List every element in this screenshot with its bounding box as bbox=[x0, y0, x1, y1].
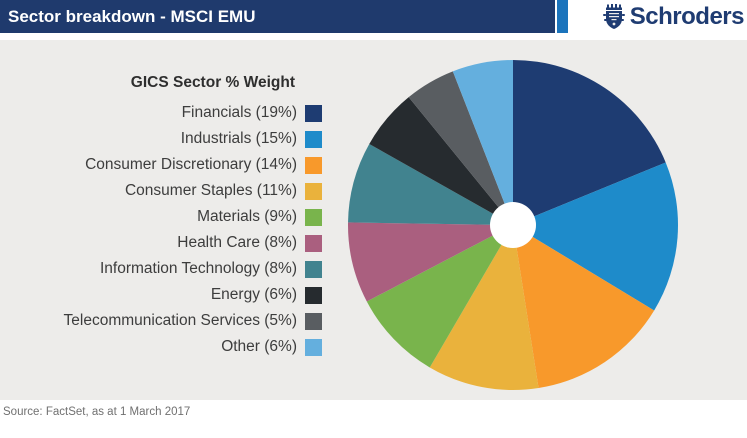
legend-title-row: GICS Sector % Weight bbox=[0, 70, 322, 96]
legend-label: Information Technology (8%) bbox=[99, 260, 297, 277]
legend-item-energy: Energy (6%) bbox=[0, 282, 322, 308]
pie-slice-energy bbox=[369, 97, 513, 225]
legend-label: Materials (9%) bbox=[197, 208, 297, 225]
legend-swatch-other bbox=[305, 338, 322, 356]
legend-swatch-financials bbox=[305, 104, 322, 122]
page-title: Sector breakdown - MSCI EMU bbox=[8, 7, 256, 26]
legend-swatch-information-technology bbox=[305, 260, 322, 278]
pie-slice-industrials bbox=[513, 162, 678, 311]
legend-item-industrials: Industrials (15%) bbox=[0, 126, 322, 152]
legend-item-health-care: Health Care (8%) bbox=[0, 230, 322, 256]
pie-legend: GICS Sector % Weight Financials (19%) Ind… bbox=[0, 70, 322, 360]
legend-item-materials: Materials (9%) bbox=[0, 204, 322, 230]
pie-slice-information-technology bbox=[348, 143, 513, 225]
legend-swatch-consumer-discretionary bbox=[305, 156, 322, 174]
legend-swatch-industrials bbox=[305, 130, 322, 148]
donut-hole bbox=[490, 202, 536, 248]
legend-item-consumer-staples: Consumer Staples (11%) bbox=[0, 178, 322, 204]
legend-title: GICS Sector % Weight bbox=[130, 74, 295, 91]
legend-item-information-technology: Information Technology (8%) bbox=[0, 256, 322, 282]
legend-swatch-health-care bbox=[305, 234, 322, 252]
header-accent-strip bbox=[557, 0, 568, 33]
source-note: Source: FactSet, as at 1 March 2017 bbox=[3, 406, 191, 418]
legend-swatch-materials bbox=[305, 208, 322, 226]
legend-swatch-energy bbox=[305, 286, 322, 304]
legend-label: Consumer Discretionary (14%) bbox=[85, 156, 297, 173]
legend-swatch-telecommunication-services bbox=[305, 312, 322, 330]
chart-panel: GICS Sector % Weight Financials (19%) Ind… bbox=[0, 40, 747, 400]
legend-item-consumer-discretionary: Consumer Discretionary (14%) bbox=[0, 152, 322, 178]
legend-label: Health Care (8%) bbox=[177, 234, 297, 251]
legend-label: Other (6%) bbox=[221, 338, 297, 355]
pie-slice-health-care bbox=[348, 222, 513, 302]
legend-item-other: Other (6%) bbox=[0, 334, 322, 360]
legend-swatch-consumer-staples bbox=[305, 182, 322, 200]
header-bar: Sector breakdown - MSCI EMU bbox=[0, 0, 555, 33]
pie-chart bbox=[347, 59, 679, 391]
pie-slice-consumer-discretionary bbox=[513, 225, 655, 389]
legend-item-financials: Financials (19%) bbox=[0, 100, 322, 126]
legend-label: Telecommunication Services (5%) bbox=[63, 312, 297, 329]
schroders-wordmark: Schroders bbox=[629, 3, 745, 30]
pie-slice-consumer-staples bbox=[429, 225, 539, 391]
footer: Source: FactSet, as at 1 March 2017 bbox=[0, 400, 747, 438]
legend-item-telecommunication-services: Telecommunication Services (5%) bbox=[0, 308, 322, 334]
legend-label: Energy (6%) bbox=[210, 286, 297, 303]
pie-slice-other bbox=[452, 60, 513, 225]
legend-label: Consumer Staples (11%) bbox=[124, 182, 297, 199]
schroders-logo: Schroders bbox=[602, 3, 745, 31]
pie-slice-financials bbox=[513, 60, 666, 225]
legend-label: Industrials (15%) bbox=[180, 130, 297, 147]
schroders-crest-icon bbox=[602, 4, 625, 29]
pie-slice-telecommunication-services bbox=[408, 71, 513, 225]
legend-label: Financials (19%) bbox=[181, 104, 297, 121]
pie-slice-materials bbox=[366, 225, 513, 368]
